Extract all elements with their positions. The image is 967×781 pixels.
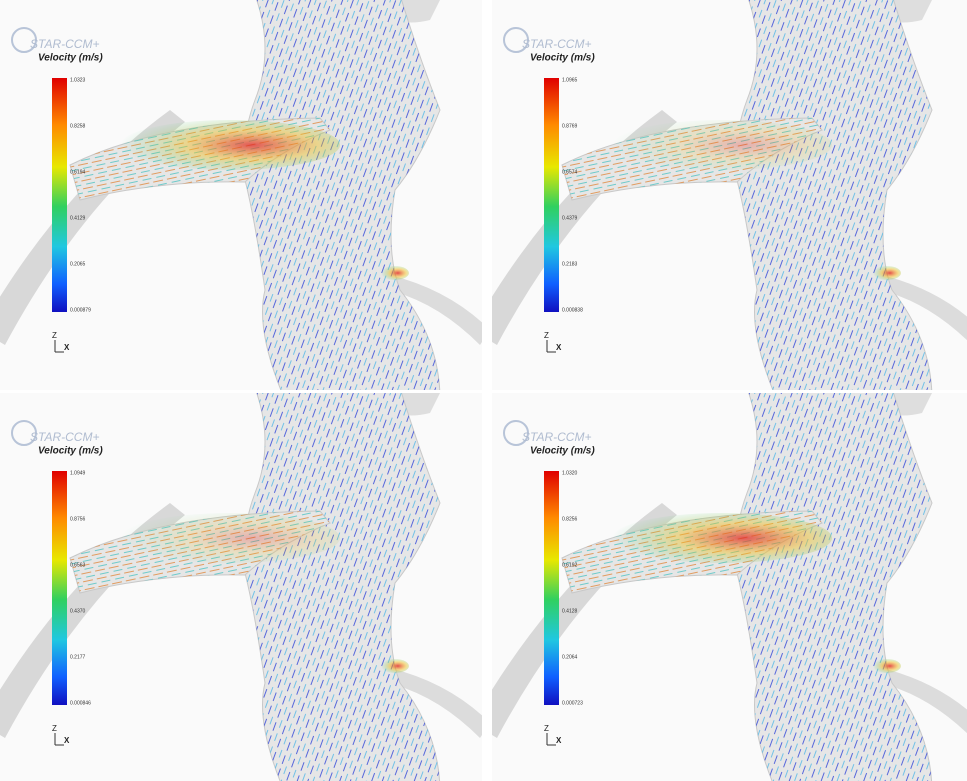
velocity-hotspot <box>120 513 340 563</box>
side-jet <box>873 659 901 673</box>
panel-scene: STAR-CCM+ Velocity (m/s) 1.0320 0.8256 0.619… <box>472 388 967 781</box>
colorbar-label: 0.4370 <box>70 608 86 614</box>
side-jet <box>381 266 409 280</box>
velocity-hotspot <box>612 513 832 563</box>
colorbar-label: 0.2065 <box>70 261 86 267</box>
colorbar-label: 0.8756 <box>70 516 86 522</box>
colorbar <box>52 471 67 705</box>
colorbar-label: 0.6574 <box>562 169 578 175</box>
colorbar <box>544 471 559 705</box>
colorbar-label: 0.4379 <box>562 215 578 221</box>
panel: STAR-CCM+ Velocity (m/s) 1.0320 0.8256 0.619… <box>472 388 967 781</box>
colorbar-label: 0.000838 <box>562 307 583 313</box>
panel: STAR-CCM+ Velocity (m/s) 1.0949 0.8756 0.656… <box>0 388 490 781</box>
visualization-grid: STAR-CCM+ Velocity (m/s) 1.0323 0.8258 0.619… <box>0 0 967 781</box>
axis-x-label: X <box>556 343 562 352</box>
side-jet <box>873 266 901 280</box>
axis-x-label: X <box>64 736 70 745</box>
colorbar <box>544 78 559 312</box>
legend-title: Velocity (m/s) <box>38 446 103 457</box>
colorbar-label: 0.000846 <box>70 700 91 706</box>
colorbar-label: 0.6563 <box>70 562 86 568</box>
panel-scene: STAR-CCM+ Velocity (m/s) 1.0965 0.8769 0.657… <box>472 0 967 400</box>
colorbar-label: 1.0965 <box>562 77 578 83</box>
colorbar-label: 0.000879 <box>70 307 91 313</box>
legend-title: Velocity (m/s) <box>38 53 103 64</box>
colorbar-label: 0.2064 <box>562 654 578 660</box>
colorbar-label: 0.8256 <box>562 516 578 522</box>
axis-z-label: Z <box>544 331 549 340</box>
colorbar-label: 0.000723 <box>562 700 583 706</box>
colorbar-label: 0.6194 <box>70 169 86 175</box>
colorbar-label: 0.2183 <box>562 261 578 267</box>
legend-title: Velocity (m/s) <box>530 53 595 64</box>
panel-scene: STAR-CCM+ Velocity (m/s) 1.0323 0.8258 0.619… <box>0 0 490 400</box>
axis-z-label: Z <box>52 331 57 340</box>
colorbar <box>52 78 67 312</box>
axis-z-label: Z <box>544 724 549 733</box>
side-jet <box>381 659 409 673</box>
axis-z-label: Z <box>52 724 57 733</box>
legend-title: Velocity (m/s) <box>530 446 595 457</box>
logo-text: STAR-CCM+ <box>522 37 591 51</box>
colorbar-label: 0.6192 <box>562 562 578 568</box>
logo-text: STAR-CCM+ <box>30 37 99 51</box>
colorbar-label: 0.4129 <box>70 215 86 221</box>
panel-scene: STAR-CCM+ Velocity (m/s) 1.0949 0.8756 0.656… <box>0 388 490 781</box>
colorbar-label: 0.2177 <box>70 654 86 660</box>
colorbar-label: 1.0323 <box>70 77 86 83</box>
colorbar-label: 0.8769 <box>562 123 578 129</box>
colorbar-label: 1.0320 <box>562 470 578 476</box>
axis-x-label: X <box>64 343 70 352</box>
screenshot: STAR-CCM+ Velocity (m/s) 1.0323 0.8258 0.619… <box>0 0 967 781</box>
axis-x-label: X <box>556 736 562 745</box>
panel: STAR-CCM+ Velocity (m/s) 1.0965 0.8769 0.657… <box>472 0 967 400</box>
logo-text: STAR-CCM+ <box>30 430 99 444</box>
logo-text: STAR-CCM+ <box>522 430 591 444</box>
colorbar-label: 1.0949 <box>70 470 86 476</box>
colorbar-label: 0.8258 <box>70 123 86 129</box>
panel: STAR-CCM+ Velocity (m/s) 1.0323 0.8258 0.619… <box>0 0 490 400</box>
velocity-hotspot <box>120 120 340 170</box>
colorbar-label: 0.4128 <box>562 608 578 614</box>
velocity-hotspot <box>612 120 832 170</box>
